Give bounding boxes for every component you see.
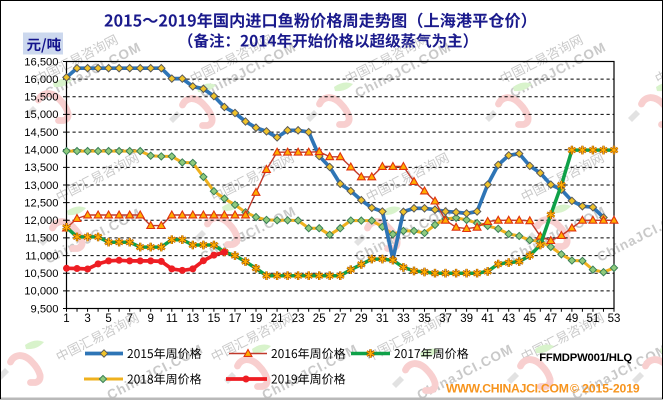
svg-text:13,500: 13,500 — [24, 162, 58, 174]
svg-text:10,000: 10,000 — [24, 286, 58, 298]
svg-text:16,500: 16,500 — [24, 56, 58, 68]
svg-text:15: 15 — [208, 313, 221, 325]
svg-text:29: 29 — [355, 313, 368, 325]
svg-text:19: 19 — [250, 313, 263, 325]
svg-text:25: 25 — [313, 313, 326, 325]
svg-text:45: 45 — [523, 313, 536, 325]
svg-text:43: 43 — [502, 313, 515, 325]
svg-text:11,000: 11,000 — [25, 250, 58, 262]
svg-text:16,000: 16,000 — [24, 74, 58, 86]
svg-text:47: 47 — [544, 313, 557, 325]
svg-text:WWW.CHINAJCI.COM: WWW.CHINAJCI.COM — [446, 382, 569, 396]
svg-text:53: 53 — [608, 313, 621, 325]
svg-text:12,000: 12,000 — [24, 215, 58, 227]
svg-text:15,500: 15,500 — [24, 92, 58, 104]
svg-text:14,500: 14,500 — [24, 127, 58, 139]
svg-text:51: 51 — [587, 313, 600, 325]
svg-text:27: 27 — [334, 313, 347, 325]
svg-text:23: 23 — [292, 313, 305, 325]
svg-text:37: 37 — [439, 313, 452, 325]
svg-text:9: 9 — [147, 313, 153, 325]
svg-text:31: 31 — [376, 313, 389, 325]
svg-text:15,000: 15,000 — [24, 109, 58, 121]
svg-text:3: 3 — [84, 313, 90, 325]
svg-text:10,500: 10,500 — [24, 268, 58, 280]
svg-text:13: 13 — [186, 313, 199, 325]
svg-text:21: 21 — [271, 313, 284, 325]
svg-text:13,000: 13,000 — [24, 180, 58, 192]
svg-text:12,500: 12,500 — [24, 197, 58, 209]
svg-text:49: 49 — [566, 313, 579, 325]
svg-text:39: 39 — [460, 313, 473, 325]
svg-text:14,000: 14,000 — [24, 145, 58, 157]
svg-text:11: 11 — [166, 313, 178, 325]
svg-text:33: 33 — [397, 313, 410, 325]
svg-text:7: 7 — [126, 313, 132, 325]
svg-text:35: 35 — [418, 313, 431, 325]
svg-text:FFMDPW001/HLQ: FFMDPW001/HLQ — [539, 352, 632, 364]
svg-text:11,500: 11,500 — [25, 233, 58, 245]
svg-text:5: 5 — [105, 313, 111, 325]
svg-text:© 2015-2019: © 2015-2019 — [570, 382, 640, 396]
svg-text:1: 1 — [63, 313, 69, 325]
svg-text:9,500: 9,500 — [31, 303, 59, 315]
svg-text:41: 41 — [481, 313, 494, 325]
svg-text:17: 17 — [229, 313, 242, 325]
